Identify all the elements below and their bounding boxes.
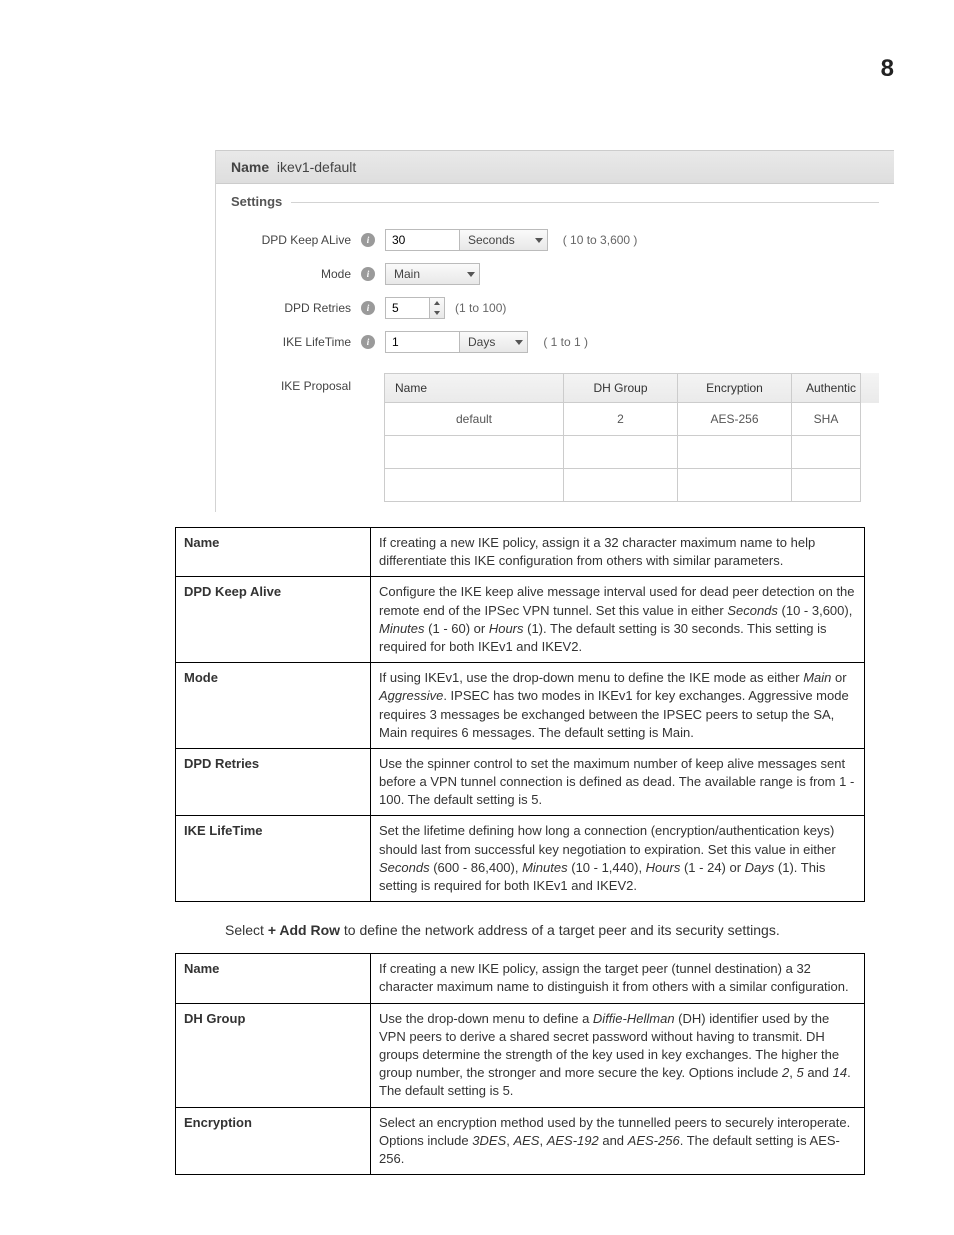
input-dpd-retries[interactable] [385,297,430,319]
select-dpd-keepalive-unit[interactable]: Seconds [459,229,548,251]
header-name-label: Name [231,159,269,175]
chevron-down-icon [535,238,543,243]
input-ike-lifetime[interactable] [385,331,460,353]
info-icon[interactable]: i [361,301,375,315]
col-name[interactable]: Name [384,373,564,403]
table-row[interactable] [385,435,879,469]
select-mode[interactable]: Main [385,263,480,285]
cell-dh: 2 [563,402,678,436]
input-dpd-keepalive[interactable] [385,229,460,251]
ike-proposal-grid: Name DH Group Encryption Authentic defau… [385,373,879,502]
table-row: Name If creating a new IKE policy, assig… [176,528,865,577]
label-mode: Mode [231,267,361,281]
col-dh-group[interactable]: DH Group [563,373,678,403]
info-icon[interactable]: i [361,267,375,281]
label-ike-proposal: IKE Proposal [231,373,361,502]
row-mode: Mode i Main [231,263,879,285]
description-table-1: Name If creating a new IKE policy, assig… [175,527,865,902]
panel-header: Name ikev1-default [216,150,894,184]
table-row: Encryption Select an encryption method u… [176,1107,865,1175]
chevron-up-icon [434,301,440,305]
label-dpd-keepalive: DPD Keep ALive [231,233,361,247]
label-dpd-retries: DPD Retries [231,301,361,315]
spinner-dpd-retries[interactable] [430,297,445,319]
col-encryption[interactable]: Encryption [677,373,792,403]
table-row: DPD Keep Alive Configure the IKE keep al… [176,577,865,663]
table-row: Name If creating a new IKE policy, assig… [176,954,865,1003]
label-ike-lifetime: IKE LifeTime [231,335,361,349]
chevron-down-icon [467,272,475,277]
add-row-instruction: Select + Add Row to define the network a… [225,922,894,938]
info-icon[interactable]: i [361,233,375,247]
table-row: DH Group Use the drop-down menu to defin… [176,1003,865,1107]
settings-legend: Settings [231,194,879,209]
range-dpd-keepalive: ( 10 to 3,600 ) [563,233,638,247]
cell-name: default [384,402,564,436]
cell-auth: SHA [791,402,861,436]
cell-enc: AES-256 [677,402,792,436]
row-dpd-retries: DPD Retries i (1 to 100) [231,297,879,319]
col-authentication[interactable]: Authentic [791,373,861,403]
description-table-2: Name If creating a new IKE policy, assig… [175,953,865,1175]
select-ike-lifetime-unit[interactable]: Days [459,331,528,353]
header-name-value: ikev1-default [277,159,356,175]
ike-policy-panel: Name ikev1-default Settings DPD Keep ALi… [215,150,894,512]
chevron-down-icon [515,340,523,345]
row-ike-lifetime: IKE LifeTime i Days ( 1 to 1 ) [231,331,879,353]
table-row: Mode If using IKEv1, use the drop-down m… [176,663,865,749]
table-row[interactable]: default 2 AES-256 SHA [385,402,879,436]
page-number: 8 [881,55,894,83]
table-row[interactable] [385,468,879,502]
range-dpd-retries: (1 to 100) [455,301,506,315]
range-ike-lifetime: ( 1 to 1 ) [543,335,588,349]
chevron-down-icon [434,311,440,315]
info-icon[interactable]: i [361,335,375,349]
row-dpd-keepalive: DPD Keep ALive i Seconds ( 10 to 3,600 ) [231,229,879,251]
table-row: IKE LifeTime Set the lifetime defining h… [176,816,865,902]
table-row: DPD Retries Use the spinner control to s… [176,748,865,816]
